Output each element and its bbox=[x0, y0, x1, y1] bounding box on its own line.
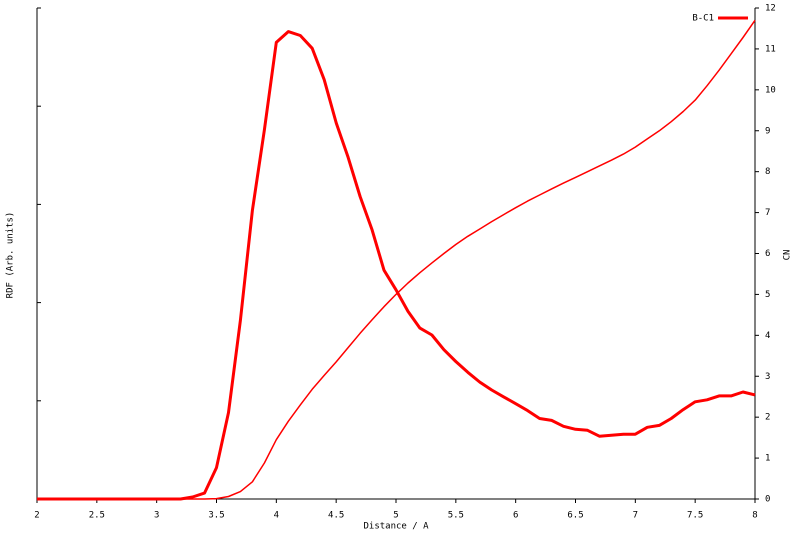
y2-tick-label: 5 bbox=[765, 290, 770, 300]
x-tick-label: 5 bbox=[393, 511, 398, 521]
x-tick-label: 7.5 bbox=[687, 511, 703, 521]
x-tick-label: 8 bbox=[752, 511, 757, 521]
x-tick-label: 4.5 bbox=[328, 511, 344, 521]
series-line bbox=[37, 30, 756, 501]
x-tick-label: 3.5 bbox=[208, 511, 224, 521]
y2-tick-label: 2 bbox=[765, 413, 770, 423]
y2-tick-label: 4 bbox=[765, 331, 770, 341]
y2-tick-label: 7 bbox=[765, 208, 770, 218]
x-tick-label: 2 bbox=[34, 511, 39, 521]
y2-tick-label: 12 bbox=[765, 4, 776, 14]
x-tick-label: 7 bbox=[633, 511, 638, 521]
series-line bbox=[37, 19, 756, 500]
legend-label: B-C1 bbox=[692, 14, 714, 24]
x-tick-label: 3 bbox=[154, 511, 159, 521]
y2-axis-label: CN bbox=[783, 250, 793, 261]
y2-tick-label: 6 bbox=[765, 249, 770, 259]
x-tick-label: 4 bbox=[274, 511, 279, 521]
x-axis-label: Distance / A bbox=[363, 522, 429, 532]
x-tick-label: 5.5 bbox=[448, 511, 464, 521]
y-axis-label: RDF (Arb. units) bbox=[6, 212, 16, 299]
x-tick-label: 2.5 bbox=[89, 511, 105, 521]
y2-tick-label: 10 bbox=[765, 85, 776, 95]
x-tick-label: 6.5 bbox=[567, 511, 583, 521]
y2-tick-label: 9 bbox=[765, 126, 770, 136]
x-tick-label: 6 bbox=[513, 511, 518, 521]
y2-tick-label: 8 bbox=[765, 167, 770, 177]
y2-tick-label: 1 bbox=[765, 454, 770, 464]
y2-tick-label: 11 bbox=[765, 44, 776, 54]
y2-tick-label: 3 bbox=[765, 372, 770, 382]
y2-tick-label: 0 bbox=[765, 495, 770, 505]
